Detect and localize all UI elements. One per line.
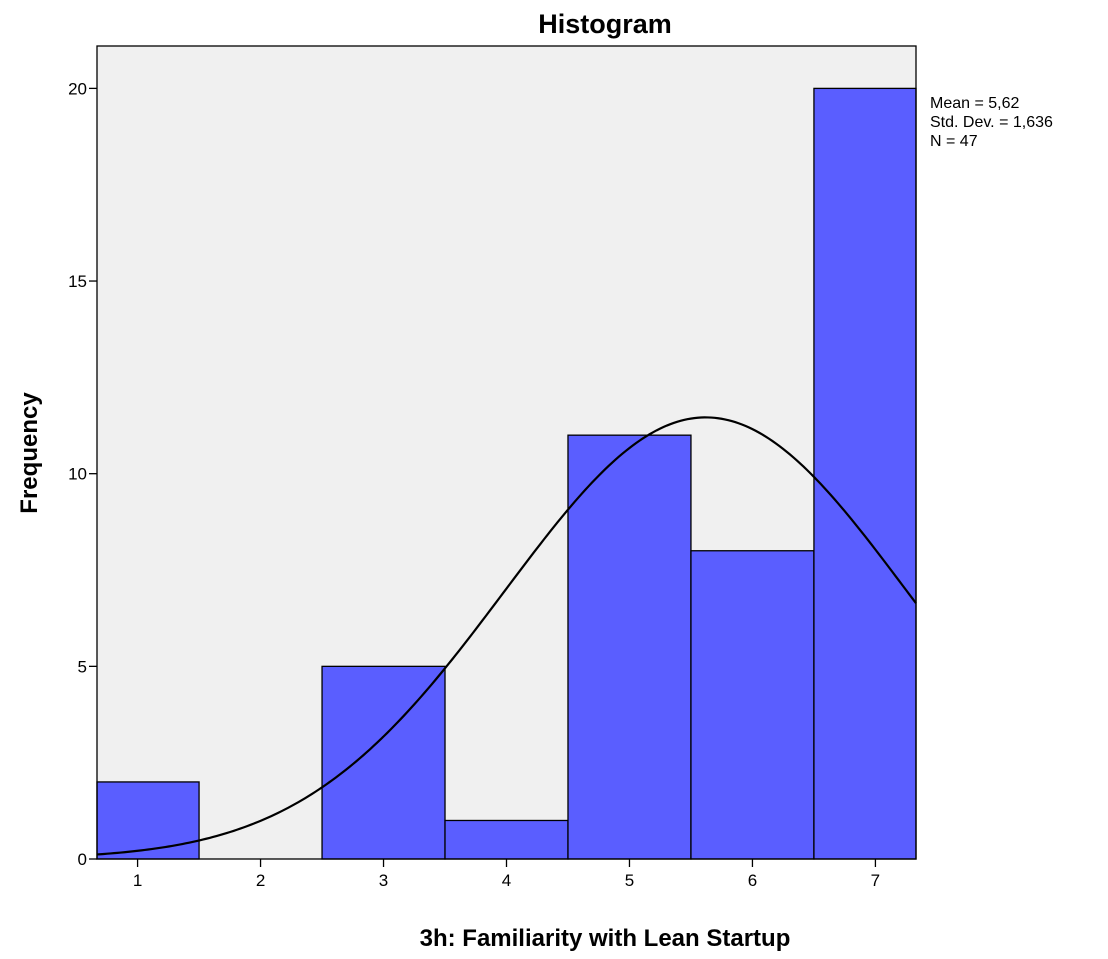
stats-mean: Mean = 5,62 [930,95,1020,112]
x-tick-label-3: 3 [379,871,388,890]
histogram-bar-7 [813,87,917,860]
histogram-bar-4 [444,819,569,860]
x-tick-label-1: 1 [133,871,142,890]
histogram-bar-1 [96,781,200,860]
x-tick-label-5: 5 [625,871,634,890]
histogram-bar-5 [567,434,692,860]
x-tick-label-4: 4 [502,871,511,890]
y-tick-label-10: 10 [68,465,87,484]
chart-title: Histogram [538,9,672,39]
stats-n: N = 47 [930,133,978,150]
histogram-bar-6 [690,550,815,860]
x-axis-title: 3h: Familiarity with Lean Startup [420,925,791,952]
y-tick-label-5: 5 [78,657,87,676]
y-tick-label-15: 15 [68,272,87,291]
x-tick-label-6: 6 [748,871,757,890]
histogram-bar-3 [321,665,446,860]
normal-curve [96,416,917,856]
stats-std-dev: Std. Dev. = 1,636 [930,114,1053,131]
y-tick-label-0: 0 [78,850,87,869]
x-tick-label-7: 7 [871,871,880,890]
y-tick-label-20: 20 [68,79,87,98]
stats-legend: Mean = 5,62 Std. Dev. = 1,636 N = 47 [930,95,1053,150]
x-tick-label-2: 2 [256,871,265,890]
y-axis-title: Frequency [16,392,43,514]
